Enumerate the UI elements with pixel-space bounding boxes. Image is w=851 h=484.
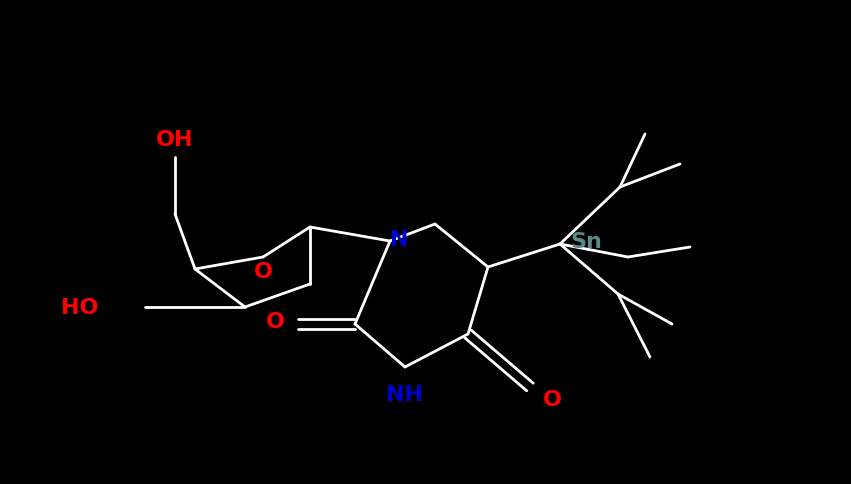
Text: OH: OH	[157, 130, 194, 150]
Text: NH: NH	[386, 384, 424, 404]
Text: O: O	[542, 389, 562, 409]
Text: N: N	[390, 229, 408, 249]
Text: O: O	[254, 261, 272, 281]
Text: HO: HO	[60, 297, 98, 318]
Text: O: O	[266, 311, 285, 332]
Text: Sn: Sn	[570, 231, 602, 252]
